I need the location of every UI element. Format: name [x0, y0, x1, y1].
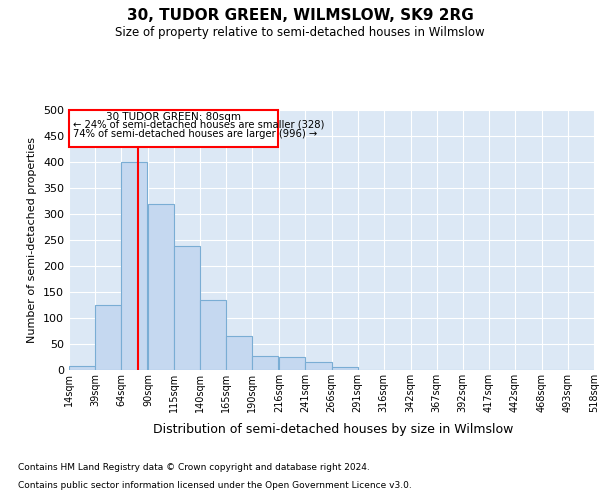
- Bar: [305, 362, 331, 370]
- Bar: [69, 110, 278, 148]
- Y-axis label: Number of semi-detached properties: Number of semi-detached properties: [28, 137, 37, 343]
- Text: 74% of semi-detached houses are larger (996) →: 74% of semi-detached houses are larger (…: [73, 129, 317, 139]
- Bar: [95, 305, 121, 370]
- Bar: [331, 368, 358, 370]
- Bar: [280, 357, 305, 370]
- Bar: [226, 336, 253, 370]
- Bar: [174, 246, 200, 370]
- Text: Contains public sector information licensed under the Open Government Licence v3: Contains public sector information licen…: [18, 481, 412, 490]
- Text: 30, TUDOR GREEN, WILMSLOW, SK9 2RG: 30, TUDOR GREEN, WILMSLOW, SK9 2RG: [127, 8, 473, 22]
- Text: Contains HM Land Registry data © Crown copyright and database right 2024.: Contains HM Land Registry data © Crown c…: [18, 462, 370, 471]
- Text: ← 24% of semi-detached houses are smaller (328): ← 24% of semi-detached houses are smalle…: [73, 120, 325, 130]
- Bar: [200, 300, 226, 370]
- Bar: [121, 162, 147, 370]
- Bar: [69, 366, 95, 370]
- Text: Size of property relative to semi-detached houses in Wilmslow: Size of property relative to semi-detach…: [115, 26, 485, 39]
- Bar: [253, 356, 278, 370]
- Text: Distribution of semi-detached houses by size in Wilmslow: Distribution of semi-detached houses by …: [153, 422, 513, 436]
- Bar: [148, 204, 174, 370]
- Text: 30 TUDOR GREEN: 80sqm: 30 TUDOR GREEN: 80sqm: [106, 112, 241, 122]
